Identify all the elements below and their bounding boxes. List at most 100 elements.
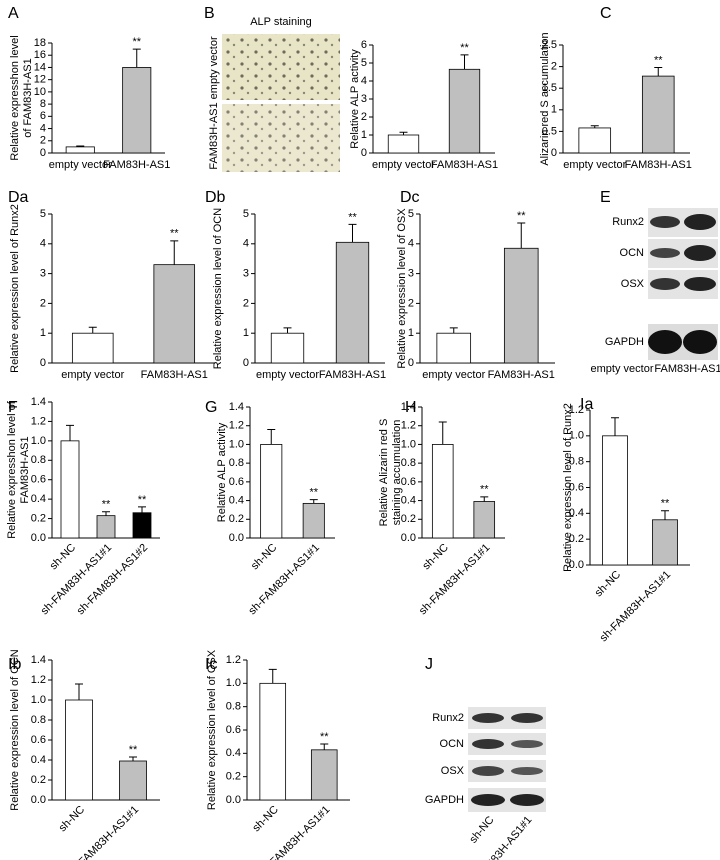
y-tick-label: 18 [34, 37, 46, 49]
error-bar [654, 66, 663, 77]
x-tick-label: sh-FAM83H-AS1#1 [246, 542, 321, 617]
y-tick-label: 1 [551, 104, 557, 116]
x-tick-label: sh-NC [593, 569, 624, 600]
y-tick-label: 1.0 [226, 677, 241, 689]
blot-column-label: empty vector [591, 363, 654, 375]
significance-label: ** [138, 494, 147, 506]
y-tick-label: 1.5 [542, 82, 557, 94]
y-tick-label: 0.6 [226, 724, 241, 736]
y-tick-label: 0.8 [226, 701, 241, 713]
y-tick-label: 1.2 [229, 420, 244, 432]
panel-letter: G [205, 399, 217, 416]
y-tick-label: 5 [361, 57, 367, 69]
error-bar [480, 496, 489, 502]
y-axis-label: Relative expression level of OSX [396, 208, 408, 369]
significance-label: ** [132, 36, 141, 48]
bar [473, 501, 496, 539]
y-tick-label: 2 [551, 61, 557, 73]
panel-letter: A [8, 5, 19, 22]
bar [119, 760, 147, 801]
y-tick-label: 6 [40, 110, 46, 122]
y-tick-label: 2 [361, 111, 367, 123]
significance-label: ** [654, 54, 663, 66]
y-tick-label: 3 [40, 268, 46, 280]
panel-letter: Ib [8, 656, 21, 673]
y-tick-label: 0.6 [31, 474, 46, 486]
blot-row-label: OCN [620, 247, 645, 259]
error-bar [88, 326, 97, 334]
blot-row-label: Runx2 [432, 712, 464, 724]
x-tick-label: sh-NC [249, 542, 280, 573]
error-bar [267, 428, 276, 445]
error-bar [66, 424, 74, 441]
y-tick-label: 5 [408, 208, 414, 220]
bar [602, 435, 628, 566]
y-tick-label: 0.4 [31, 754, 46, 766]
y-axis-label: Relative expression level of OSX [206, 649, 218, 810]
y-axis-label: of FAM83H-AS1 [22, 58, 34, 137]
staining-title: ALP staining [250, 16, 312, 28]
y-tick-label: 1.4 [229, 401, 244, 413]
bar [132, 512, 152, 539]
significance-label: ** [661, 498, 670, 510]
bar [96, 515, 116, 539]
significance-label: ** [320, 731, 329, 743]
x-tick-label: empty vector [61, 369, 124, 381]
bar [641, 75, 675, 154]
bar [302, 502, 325, 539]
y-tick-label: 0.2 [31, 512, 46, 524]
y-tick-label: 1.0 [31, 694, 46, 706]
y-tick-label: 0 [40, 357, 46, 369]
y-tick-label: 1.2 [31, 415, 46, 427]
y-tick-label: 0 [361, 147, 367, 159]
y-axis-label: Relative ALP activity [216, 422, 228, 522]
error-bar [75, 683, 83, 700]
y-tick-label: 0.6 [229, 476, 244, 488]
staining-image [222, 34, 340, 100]
error-bar [517, 222, 526, 249]
y-axis-label: Relative ALP activity [349, 49, 361, 149]
y-tick-label: 0.4 [401, 494, 416, 506]
x-tick-label: empty vector [563, 159, 626, 171]
y-tick-label: 16 [34, 49, 46, 61]
error-bar [309, 499, 318, 504]
blot-image [468, 707, 546, 812]
error-bar [129, 756, 137, 761]
bar [60, 440, 80, 539]
y-axis-label: Relative expresshon level of [6, 400, 18, 539]
y-tick-label: 1 [243, 327, 249, 339]
x-tick-label: sh-NC [250, 804, 281, 835]
error-bar [438, 421, 447, 445]
error-bar [76, 145, 85, 147]
y-tick-label: 1.4 [31, 654, 46, 666]
y-tick-label: 1.0 [31, 435, 46, 447]
x-tick-label: sh-FAM83H-AS1#1 [417, 542, 492, 617]
y-axis-label: Relative expression level of Runx2 [9, 204, 21, 373]
bar [431, 444, 454, 539]
x-tick-label: FAM83H-AS1 [141, 369, 208, 381]
y-tick-label: 0.0 [226, 794, 241, 806]
y-axis-label: Relative Alizarin red S [378, 419, 390, 527]
bar [65, 146, 95, 154]
y-tick-label: 1.0 [569, 430, 584, 442]
y-tick-label: 0.0 [401, 532, 416, 544]
y-tick-label: 10 [34, 86, 46, 98]
error-bar [320, 743, 329, 750]
y-tick-label: 4 [408, 238, 414, 250]
y-tick-label: 1.0 [401, 438, 416, 450]
blot-row-label: OCN [440, 738, 465, 750]
y-tick-label: 0.8 [31, 454, 46, 466]
y-axis-label: Relative expression level of Runx2 [562, 403, 574, 572]
y-tick-label: 4 [361, 75, 367, 87]
blot-image [648, 208, 718, 360]
y-axis-label: FAM83H-AS1 [19, 436, 31, 503]
y-tick-label: 0.8 [569, 456, 584, 468]
bar [578, 127, 612, 154]
x-tick-label: sh-NC [48, 542, 79, 573]
y-tick-label: 0.0 [31, 794, 46, 806]
error-bar [611, 417, 619, 436]
error-bar [102, 511, 110, 516]
staining-side-label: FAM83H-AS1 empty vector [208, 36, 220, 170]
y-tick-label: 5 [40, 208, 46, 220]
x-tick-label: sh-NC [420, 542, 451, 573]
